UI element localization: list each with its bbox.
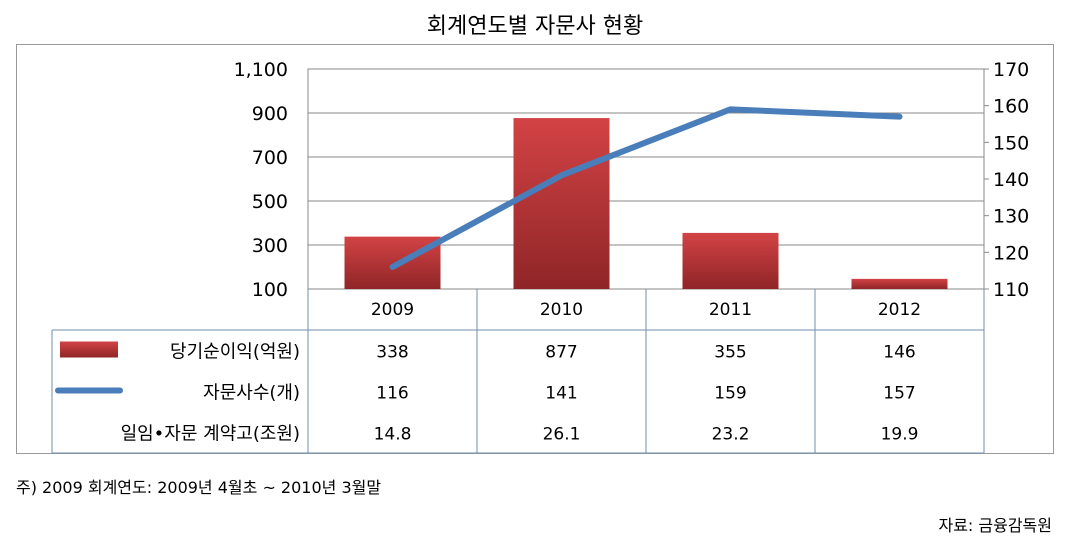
data-label: 23.2 [712,425,750,445]
left-axis-tick-label: 700 [252,147,288,169]
legend-key-bar [60,341,118,358]
left-axis-tick-label: 900 [252,103,288,125]
series-name: 일임•자문 계약고(조원) [121,424,300,445]
data-label: 146 [883,343,915,363]
footnote: 주) 2009 회계연도: 2009년 4월초 ~ 2010년 3월말 [16,478,382,497]
series-name: 자문사수(개) [203,383,300,404]
category-label: 2012 [878,300,921,320]
data-label: 14.8 [374,425,412,445]
left-axis-tick-label: 1,100 [234,59,288,81]
right-axis-tick-label: 120 [993,242,1029,264]
line-point-2012 [898,115,901,118]
data-label: 877 [545,343,577,363]
left-axis-tick-label: 300 [252,235,288,257]
left-axis-tick-label: 100 [252,279,288,301]
bar-2010 [513,118,610,289]
left-axis-tick-label: 500 [252,191,288,213]
line-point-2011 [729,108,732,111]
bar-2009 [344,236,441,289]
category-label: 2010 [540,300,583,320]
line-point-2010 [560,174,563,177]
line-series [389,106,903,270]
right-axis-tick-label: 170 [993,59,1029,81]
right-axis-tick-label: 130 [993,206,1029,228]
data-label: 159 [714,384,746,404]
category-label: 2011 [709,300,752,320]
data-label: 338 [376,343,408,363]
series-name: 당기순이익(억원) [170,342,300,363]
data-label: 141 [545,384,577,404]
data-label: 157 [883,384,915,404]
right-axis-tick-label: 160 [993,96,1029,118]
category-label: 2009 [371,300,414,320]
right-axis-tick-label: 110 [993,279,1029,301]
chart-title: 회계연도별 자문사 현황 [426,14,644,39]
bar-2012 [851,278,948,289]
data-label: 26.1 [543,425,581,445]
data-label: 116 [376,384,408,404]
data-label: 355 [714,343,746,363]
data-label: 19.9 [881,425,919,445]
line-point-2009 [391,266,394,268]
right-axis-tick-label: 150 [993,132,1029,154]
bar-2011 [682,232,779,289]
right-axis-tick-label: 140 [993,169,1029,191]
source-label: 자료: 금융감독원 [938,516,1052,535]
